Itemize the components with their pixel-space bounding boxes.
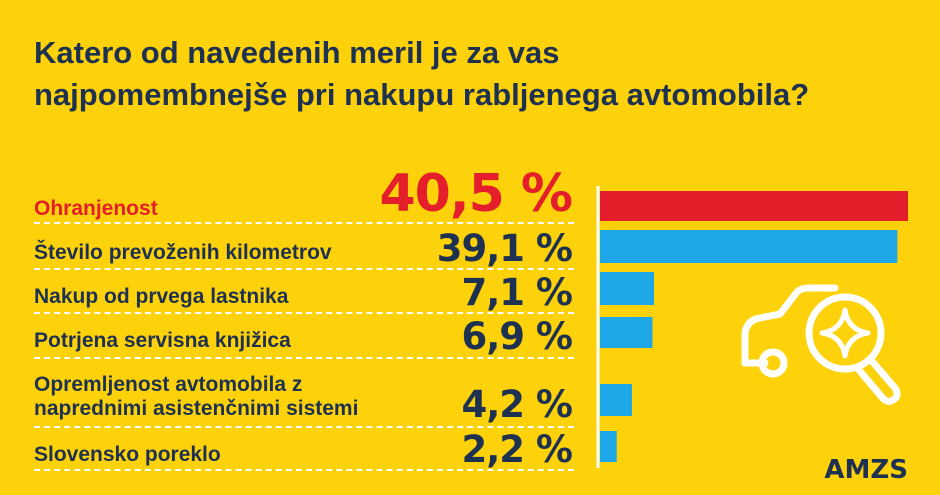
data-label-3: 6,9 % bbox=[461, 315, 573, 358]
car-magnifier-icon bbox=[741, 284, 901, 405]
bar-1 bbox=[600, 230, 898, 263]
data-label-5: 2,2 % bbox=[461, 428, 573, 471]
row-separator bbox=[34, 312, 574, 314]
category-label-text: Ohranjenost bbox=[34, 197, 158, 220]
bar-0 bbox=[600, 191, 908, 221]
data-label-1: 39,1 % bbox=[436, 227, 573, 270]
category-label-text: Število prevoženih kilometrov bbox=[34, 241, 332, 264]
category-label-text-line-2: naprednimi asistenčnimi sistemi bbox=[34, 397, 359, 420]
category-label-prvi-lastnik: Nakup od prvega lastnika bbox=[34, 285, 434, 309]
category-label-text-line-1: Opremljenost avtomobila z bbox=[34, 373, 303, 396]
category-label-text: Potrjena servisna knjižica bbox=[34, 329, 291, 352]
data-label-4: 4,2 % bbox=[461, 383, 573, 426]
chart-title: Katero od navedenih meril je za vas najp… bbox=[34, 32, 924, 116]
bar-3 bbox=[600, 317, 653, 348]
category-label-text: Slovensko poreklo bbox=[34, 443, 221, 466]
row-separator bbox=[34, 222, 574, 224]
category-label-servisna-knjizica: Potrjena servisna knjižica bbox=[34, 329, 434, 353]
category-label-ohranjenost: Ohranjenost bbox=[34, 197, 434, 221]
data-label-0: 40,5 % bbox=[379, 164, 573, 224]
row-separator bbox=[34, 426, 574, 428]
title-line-1: Katero od navedenih meril je za vas bbox=[34, 35, 560, 70]
category-label-opremljenost: Opremljenost avtomobila z naprednimi asi… bbox=[34, 373, 434, 421]
category-label-text: Nakup od prvega lastnika bbox=[34, 285, 289, 308]
bar-5 bbox=[600, 431, 617, 462]
bar-2 bbox=[600, 272, 654, 305]
title-line-2: najpomembnejše pri nakupu rabljenega avt… bbox=[34, 77, 810, 112]
row-separator bbox=[34, 268, 574, 270]
row-separator bbox=[34, 469, 574, 471]
bar-4 bbox=[600, 384, 632, 416]
data-label-2: 7,1 % bbox=[461, 271, 573, 314]
category-label-slovensko-poreklo: Slovensko poreklo bbox=[34, 443, 434, 467]
amzs-logo: AMZS bbox=[824, 455, 908, 485]
category-label-kilometri: Število prevoženih kilometrov bbox=[34, 241, 434, 265]
row-separator bbox=[34, 357, 574, 359]
